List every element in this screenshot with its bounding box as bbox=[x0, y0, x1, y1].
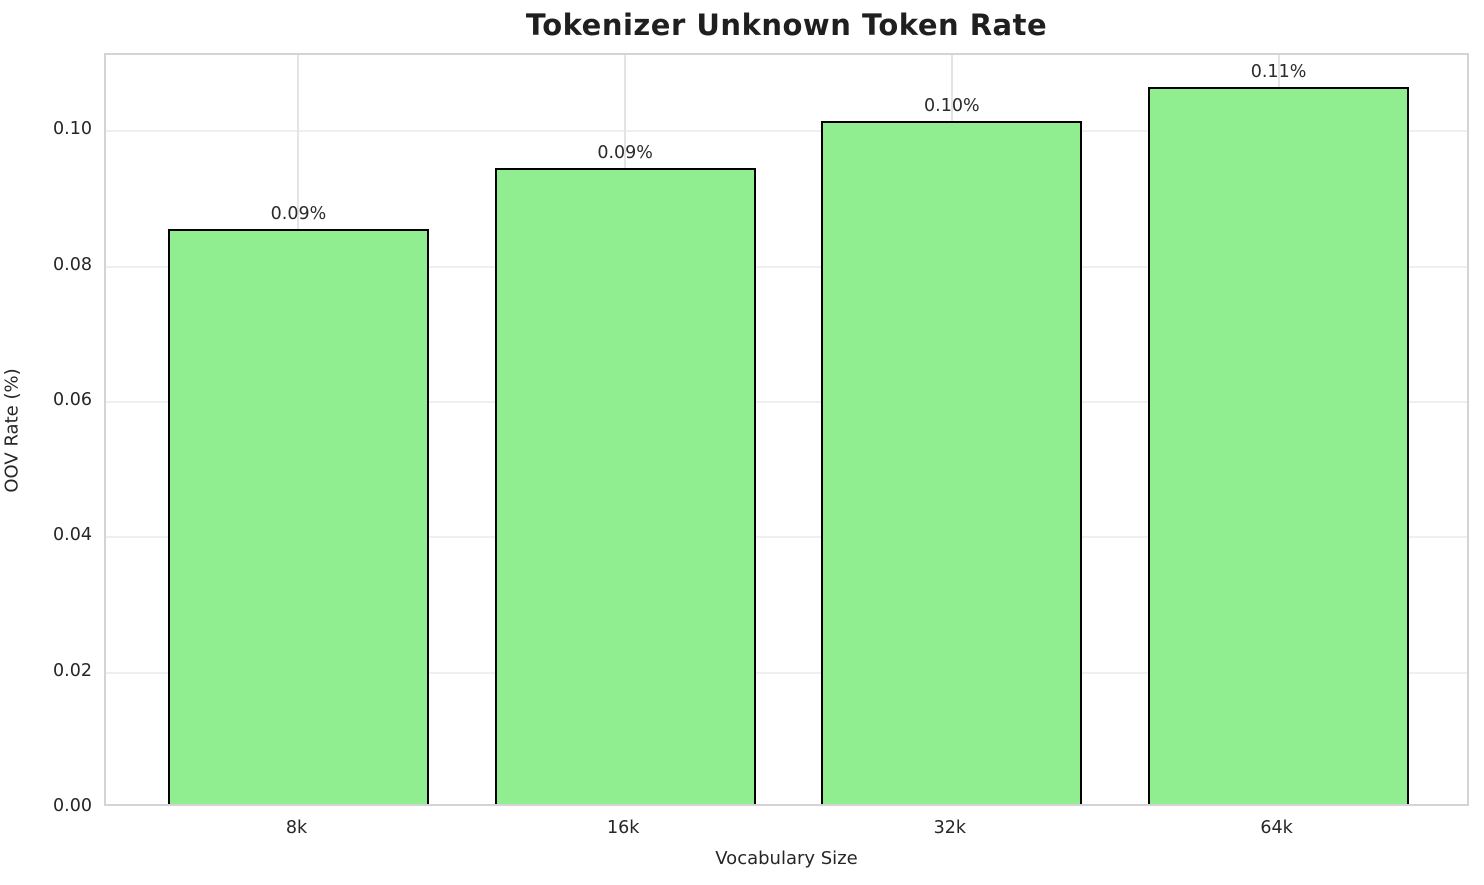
plot-area: 0.09% 0.09% 0.10% 0.11% bbox=[104, 53, 1469, 806]
bar-value-label: 0.09% bbox=[270, 203, 327, 224]
y-tick-label: 0.06 bbox=[53, 390, 92, 411]
x-tick-label-8k: 8k bbox=[285, 818, 308, 838]
bar-8k bbox=[167, 228, 429, 804]
x-axis-label: Vocabulary Size bbox=[715, 848, 858, 869]
bar-16k bbox=[494, 168, 756, 804]
h-gridline bbox=[106, 265, 1467, 268]
y-tick-label: 0.00 bbox=[53, 796, 92, 816]
chart-title: Tokenizer Unknown Token Rate bbox=[525, 8, 1048, 42]
bar-32k bbox=[821, 120, 1083, 804]
h-gridline bbox=[106, 401, 1467, 404]
bar-value-label: 0.11% bbox=[1250, 61, 1307, 82]
y-tick-label: 0.10 bbox=[53, 119, 92, 140]
x-tick-label-64k: 64k bbox=[1260, 818, 1293, 838]
bar-value-label: 0.09% bbox=[597, 143, 653, 164]
y-axis-label: OOV Rate (%) bbox=[1, 368, 23, 493]
x-tick-label-32k: 32k bbox=[933, 818, 967, 838]
bar-value-label: 0.10% bbox=[924, 95, 980, 116]
x-tick-label-16k: 16k bbox=[606, 818, 640, 838]
y-tick-label: 0.04 bbox=[53, 525, 92, 546]
y-tick-label: 0.02 bbox=[53, 660, 92, 681]
h-gridline bbox=[106, 671, 1467, 674]
bar-64k bbox=[1148, 86, 1410, 804]
h-gridline bbox=[106, 130, 1467, 133]
y-tick-label: 0.08 bbox=[53, 254, 92, 275]
h-gridline bbox=[106, 536, 1467, 539]
